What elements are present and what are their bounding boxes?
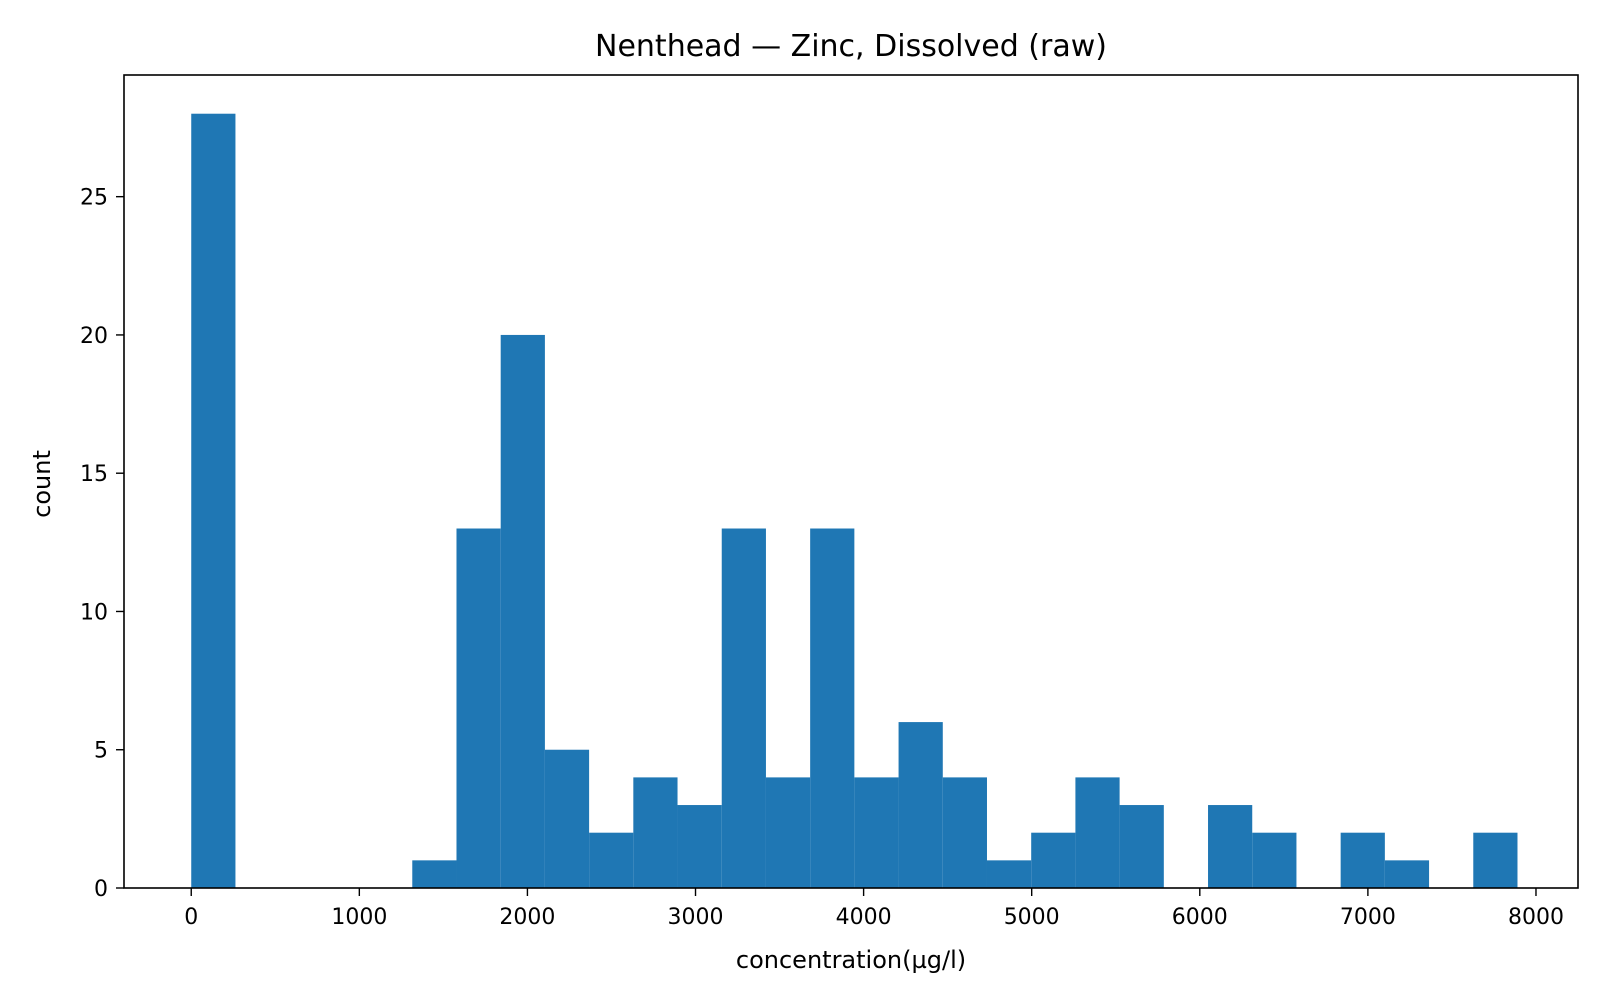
y-tick-label: 15: [80, 462, 108, 487]
histogram-bar: [986, 860, 1032, 888]
bars-layer: [191, 113, 1518, 888]
histogram-bar: [589, 832, 634, 888]
x-tick-label: 8000: [1508, 905, 1564, 930]
y-axis-ticks: 0 5 10 15 20 25: [80, 186, 124, 902]
x-tick-label: 2000: [499, 905, 555, 930]
histogram-bar: [544, 749, 590, 888]
x-tick-label: 4000: [836, 905, 892, 930]
histogram-bar: [1252, 832, 1297, 888]
x-tick-label: 3000: [668, 905, 724, 930]
chart-title: Nenthead — Zinc, Dissolved (raw): [595, 29, 1107, 64]
histogram-bar: [633, 777, 678, 888]
histogram-bar: [854, 777, 899, 888]
histogram-bar: [942, 777, 987, 888]
y-tick-label: 10: [80, 600, 108, 625]
x-tick-label: 0: [184, 905, 198, 930]
histogram-bar: [1119, 805, 1164, 888]
histogram-bar: [1075, 777, 1120, 888]
histogram-bar: [1208, 805, 1253, 888]
histogram-bar: [191, 113, 236, 888]
histogram-bar: [500, 334, 545, 888]
y-tick-label: 20: [80, 324, 108, 349]
histogram-bar: [456, 528, 501, 888]
plot-area-frame: [123, 74, 1579, 889]
x-tick-label: 7000: [1340, 905, 1396, 930]
histogram-bar: [1473, 832, 1518, 888]
x-tick-label: 1000: [331, 905, 387, 930]
histogram-bar: [1384, 860, 1430, 888]
y-tick-label: 25: [80, 186, 108, 211]
histogram-bar: [721, 528, 766, 888]
y-tick-label: 5: [94, 739, 108, 764]
histogram-bar: [412, 860, 457, 888]
histogram-bar: [1031, 832, 1076, 888]
x-tick-label: 5000: [1004, 905, 1060, 930]
x-axis-label: concentration(µg/l): [736, 946, 966, 974]
y-tick-label: 0: [94, 877, 108, 902]
x-tick-label: 6000: [1172, 905, 1228, 930]
histogram-bar: [898, 722, 943, 888]
histogram-bar: [765, 777, 811, 888]
y-axis-label: count: [28, 450, 56, 518]
histogram-bar: [1340, 832, 1385, 888]
histogram-bar: [677, 805, 722, 888]
histogram-bar: [810, 528, 855, 888]
x-axis-ticks: 0 1000 2000 3000 4000 5000 6000 7000 8000: [184, 888, 1564, 930]
